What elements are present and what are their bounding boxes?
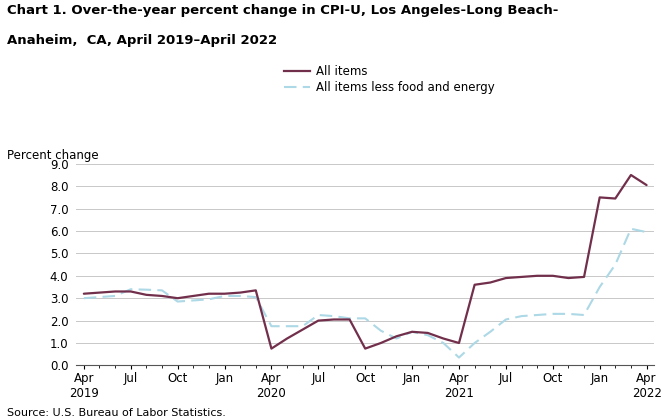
- All items: [377, 341, 385, 346]
- All items: [518, 274, 525, 279]
- All items less food and energy: [533, 312, 541, 318]
- All items less food and energy: [330, 314, 338, 319]
- All items: [549, 273, 557, 278]
- All items: [533, 273, 541, 278]
- All items less food and energy: [611, 262, 619, 267]
- All items: [127, 289, 135, 294]
- All items less food and energy: [221, 294, 229, 299]
- All items less food and energy: [518, 314, 525, 319]
- All items less food and energy: [174, 299, 182, 304]
- All items: [346, 317, 354, 322]
- Text: Percent change: Percent change: [7, 149, 98, 162]
- Line: All items: All items: [84, 175, 646, 349]
- All items: [596, 195, 603, 200]
- All items: [236, 290, 244, 295]
- All items less food and energy: [283, 324, 291, 329]
- Legend: All items, All items less food and energy: All items, All items less food and energ…: [284, 65, 495, 94]
- All items less food and energy: [299, 324, 307, 329]
- All items less food and energy: [580, 312, 588, 318]
- All items less food and energy: [642, 230, 650, 235]
- All items: [330, 317, 338, 322]
- All items: [564, 276, 572, 281]
- All items less food and energy: [455, 355, 463, 360]
- All items: [440, 336, 447, 341]
- All items less food and energy: [158, 288, 166, 293]
- All items: [642, 183, 650, 188]
- All items less food and energy: [377, 328, 385, 333]
- All items less food and energy: [424, 333, 432, 338]
- All items less food and energy: [111, 294, 119, 299]
- All items: [268, 346, 276, 351]
- All items less food and energy: [596, 284, 603, 289]
- All items: [502, 276, 510, 281]
- All items less food and energy: [408, 329, 416, 334]
- All items less food and energy: [486, 329, 494, 334]
- All items less food and energy: [80, 296, 88, 301]
- Line: All items less food and energy: All items less food and energy: [84, 229, 646, 357]
- All items less food and energy: [362, 316, 369, 321]
- All items: [252, 288, 260, 293]
- All items less food and energy: [564, 311, 572, 316]
- All items less food and energy: [236, 294, 244, 299]
- All items less food and energy: [268, 324, 276, 329]
- All items: [283, 336, 291, 341]
- All items: [205, 291, 213, 296]
- All items: [189, 294, 197, 299]
- All items less food and energy: [502, 317, 510, 322]
- Text: Anaheim,  CA, April 2019–April 2022: Anaheim, CA, April 2019–April 2022: [7, 34, 277, 47]
- All items: [486, 280, 494, 285]
- All items less food and energy: [549, 311, 557, 316]
- All items: [111, 289, 119, 294]
- All items: [362, 346, 369, 351]
- Text: Chart 1. Over-the-year percent change in CPI-U, Los Angeles-Long Beach-: Chart 1. Over-the-year percent change in…: [7, 4, 558, 17]
- All items: [174, 296, 182, 301]
- All items: [611, 196, 619, 201]
- All items less food and energy: [95, 294, 103, 299]
- All items less food and energy: [627, 226, 635, 231]
- All items less food and energy: [252, 294, 260, 299]
- All items: [158, 294, 166, 299]
- All items less food and energy: [471, 341, 479, 346]
- All items: [627, 173, 635, 178]
- All items: [221, 291, 229, 296]
- All items less food and energy: [189, 298, 197, 303]
- All items: [471, 282, 479, 287]
- All items: [424, 331, 432, 336]
- All items: [142, 292, 150, 297]
- All items less food and energy: [346, 316, 354, 321]
- All items less food and energy: [315, 312, 323, 318]
- All items less food and energy: [127, 287, 135, 292]
- All items less food and energy: [440, 341, 447, 346]
- All items less food and energy: [142, 287, 150, 292]
- All items: [95, 290, 103, 295]
- All items: [80, 291, 88, 296]
- All items: [299, 327, 307, 332]
- All items: [315, 318, 323, 323]
- All items less food and energy: [393, 336, 401, 341]
- All items less food and energy: [205, 297, 213, 302]
- All items: [393, 334, 401, 339]
- All items: [580, 274, 588, 279]
- All items: [408, 329, 416, 334]
- All items: [455, 341, 463, 346]
- Text: Source: U.S. Bureau of Labor Statistics.: Source: U.S. Bureau of Labor Statistics.: [7, 408, 225, 418]
